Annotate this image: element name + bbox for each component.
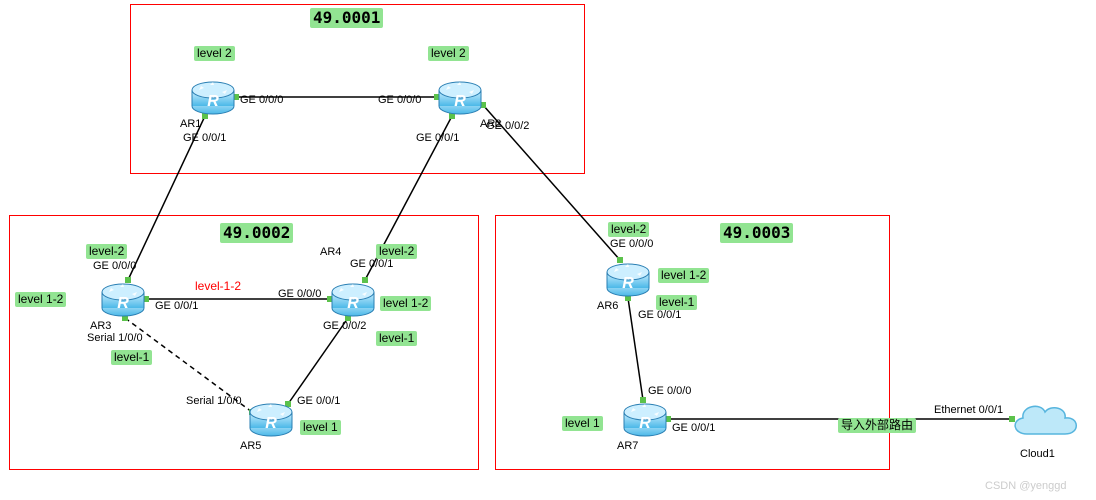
router-label-ar4: AR4: [320, 246, 341, 258]
port-label: GE 0/0/1: [350, 258, 393, 270]
port-label: Serial 1/0/0: [87, 332, 143, 344]
level-label: level-1-2: [195, 280, 241, 293]
router-label-ar6: AR6: [597, 300, 618, 312]
cloud-label: Cloud1: [1020, 448, 1055, 460]
port-label: GE 0/0/2: [486, 120, 529, 132]
port-label: Serial 1/0/0: [186, 395, 242, 407]
level-label: level-2: [608, 222, 649, 237]
router-ar3[interactable]: R: [100, 280, 146, 318]
port-label: GE 0/0/2: [323, 320, 366, 332]
port-label: GE 0/0/0: [648, 385, 691, 397]
port-label: GE 0/0/1: [297, 395, 340, 407]
router-label-ar1: AR1: [180, 118, 201, 130]
port-label: GE 0/0/1: [155, 300, 198, 312]
port-label: Ethernet 0/0/1: [934, 404, 1003, 416]
level-label: level-1: [656, 295, 697, 310]
area-title-2: 49.0002: [220, 223, 293, 243]
port-label: GE 0/0/1: [638, 309, 681, 321]
router-ar7[interactable]: R: [622, 400, 668, 438]
port-label: GE 0/0/0: [93, 260, 136, 272]
level-label: level-2: [376, 244, 417, 259]
router-label-ar7: AR7: [617, 440, 638, 452]
level-label: level 2: [428, 46, 469, 61]
port-label: GE 0/0/0: [610, 238, 653, 250]
area-title-1: 49.0001: [310, 8, 383, 28]
level-label: level-1: [111, 350, 152, 365]
level-label: level 1-2: [658, 268, 709, 283]
level-label: level-2: [86, 244, 127, 259]
external-route-label: 导入外部路由: [838, 418, 916, 433]
port-label: GE 0/0/0: [378, 94, 421, 106]
port-label: GE 0/0/0: [278, 288, 321, 300]
level-label: level 1-2: [15, 292, 66, 307]
port-label: GE 0/0/1: [416, 132, 459, 144]
level-label: level 1: [300, 420, 341, 435]
level-label: level 2: [194, 46, 235, 61]
port-label: GE 0/0/1: [672, 422, 715, 434]
router-label-ar3: AR3: [90, 320, 111, 332]
level-label: level-1: [376, 331, 417, 346]
diagram-stage: 49.0001 49.0002 49.0003 R R: [0, 0, 1096, 500]
router-ar1[interactable]: R: [190, 78, 236, 116]
area-title-3: 49.0003: [720, 223, 793, 243]
router-ar5[interactable]: R: [248, 400, 294, 438]
router-ar6[interactable]: R: [605, 260, 651, 298]
router-ar4[interactable]: R: [330, 280, 376, 318]
cloud-icon[interactable]: [1005, 398, 1085, 444]
port-label: GE 0/0/0: [240, 94, 283, 106]
port-label: GE 0/0/1: [183, 132, 226, 144]
level-label: level 1-2: [380, 296, 431, 311]
watermark: CSDN @yenggd: [985, 480, 1066, 492]
level-label: level 1: [562, 416, 603, 431]
router-label-ar5: AR5: [240, 440, 261, 452]
router-ar2[interactable]: R: [437, 78, 483, 116]
